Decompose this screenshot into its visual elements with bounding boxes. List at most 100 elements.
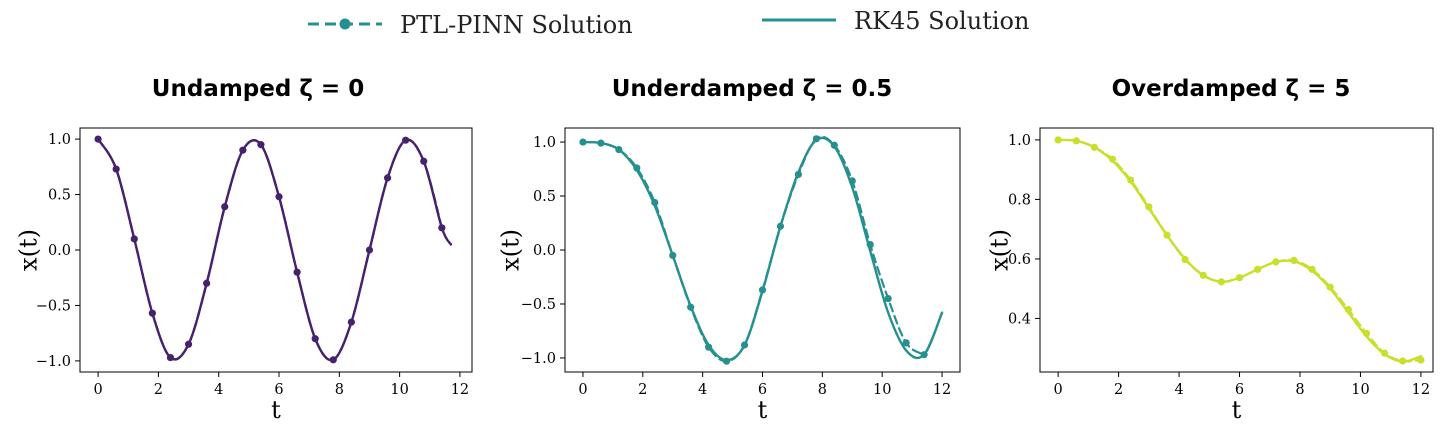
data-point (1290, 256, 1298, 265)
x-tick-label: 8 (818, 382, 827, 398)
data-point (402, 136, 410, 144)
y-axis-label: x(t) (497, 229, 525, 271)
series-line-ptl-pinn (581, 135, 926, 363)
data-point (1054, 136, 1062, 144)
y-axis-label: x(t) (15, 229, 43, 271)
data-point (130, 235, 138, 243)
x-tick-label: 4 (214, 382, 223, 398)
x-tick-label: 6 (274, 382, 283, 398)
data-point (347, 318, 355, 326)
x-tick-label: 10 (1351, 382, 1369, 398)
series-line-rk45 (96, 137, 453, 362)
x-tick-label: 0 (93, 382, 102, 398)
data-point (1417, 356, 1425, 364)
x-tick-label: 4 (698, 382, 707, 398)
x-tick-label: 8 (1295, 382, 1304, 398)
chart-panel-3: Overdamped ζ = 5 0 2 4 6 8 10 12 0.4 0.6 0.8 1.0 t x(… (986, 76, 1434, 424)
chart-title: Undamped ζ = 0 (152, 76, 364, 102)
data-point (1090, 143, 1099, 151)
data-point (293, 268, 301, 276)
data-point (203, 279, 211, 287)
data-point (1145, 203, 1153, 211)
data-point (239, 146, 247, 154)
data-point (758, 286, 767, 294)
data-point (776, 222, 785, 230)
y-tick-label: 0.5 (48, 188, 71, 204)
x-tick-label: 2 (1114, 382, 1123, 398)
data-point (1326, 283, 1334, 291)
data-point (1181, 255, 1189, 264)
x-tick-label: 6 (758, 382, 767, 398)
x-tick-label: 0 (578, 382, 587, 398)
series-line-rk45 (1056, 138, 1423, 363)
data-point (148, 309, 156, 317)
data-point (687, 303, 695, 311)
data-point (848, 177, 856, 185)
plot-frame (79, 127, 473, 373)
y-tick-label: 0.5 (533, 189, 556, 205)
x-tick-label: 2 (638, 382, 647, 398)
legend-item-ptl-pinn: PTL-PINN Solution (308, 11, 633, 39)
data-point (329, 356, 337, 364)
data-point (275, 193, 283, 201)
y-tick-label: −1.0 (36, 354, 71, 370)
y-tick-label: 1.0 (1008, 133, 1031, 149)
data-point (420, 157, 428, 165)
legend-marker-ptl-pinn (339, 18, 351, 30)
legend-label-rk45: RK45 Solution (854, 7, 1029, 35)
data-point (1163, 231, 1171, 239)
data-point (866, 241, 874, 249)
x-tick-label: 0 (1054, 382, 1063, 398)
data-point (884, 294, 892, 303)
y-axis-label: x(t) (986, 229, 1014, 271)
data-point (112, 165, 120, 173)
x-tick-label: 12 (1412, 382, 1430, 398)
x-tick-label: 12 (933, 382, 951, 398)
legend-item-rk45: RK45 Solution (762, 7, 1029, 35)
y-tick-label: −0.5 (521, 297, 556, 313)
data-point (365, 246, 374, 254)
x-tick-label: 10 (390, 382, 408, 398)
data-point (221, 203, 229, 211)
x-tick-label: 10 (873, 382, 891, 398)
data-point (1254, 265, 1262, 273)
y-tick-label: 1.0 (48, 132, 71, 148)
data-point (669, 251, 677, 259)
data-point (184, 340, 193, 348)
y-tick-label: 0.4 (1008, 311, 1031, 327)
data-point (615, 145, 623, 154)
data-point (257, 141, 265, 149)
data-point (633, 164, 641, 172)
data-point (438, 224, 446, 232)
data-point (1272, 258, 1280, 266)
chart-panel-2: Underdamped ζ = 0.5 0 2 4 6 8 10 12 −1.0 −0.5 0.0 0… (497, 76, 961, 424)
y-tick-label: 0.6 (1008, 252, 1031, 268)
x-axis-label: t (758, 396, 768, 424)
data-point (1344, 305, 1352, 314)
data-point (94, 135, 102, 143)
data-point (1199, 271, 1207, 279)
y-tick-label: 0.8 (1008, 192, 1031, 208)
data-point (597, 139, 605, 147)
data-point (1217, 278, 1225, 286)
data-point (830, 141, 838, 149)
chart-panels: Undamped ζ = 0 0 2 4 6 8 10 12 −1.0 −0.5 0.0 0.5 1.0… (15, 76, 1434, 424)
data-point (1072, 137, 1080, 145)
data-point (1308, 265, 1316, 273)
data-point (902, 339, 910, 347)
data-point (383, 174, 392, 182)
data-point (1235, 274, 1244, 282)
x-axis-label: t (1232, 396, 1242, 424)
x-tick-label: 4 (1174, 382, 1183, 398)
chart-title: Underdamped ζ = 0.5 (612, 76, 893, 102)
legend-label-ptl-pinn: PTL-PINN Solution (400, 11, 633, 39)
series-line-ptl-pinn (96, 137, 443, 362)
data-point (1381, 349, 1389, 357)
x-tick-label: 6 (1235, 382, 1244, 398)
plot-frame (1039, 127, 1434, 373)
y-tick-label: 0.0 (533, 243, 556, 259)
plot-frame (564, 127, 961, 373)
data-point (705, 343, 713, 351)
data-point (1362, 329, 1371, 337)
